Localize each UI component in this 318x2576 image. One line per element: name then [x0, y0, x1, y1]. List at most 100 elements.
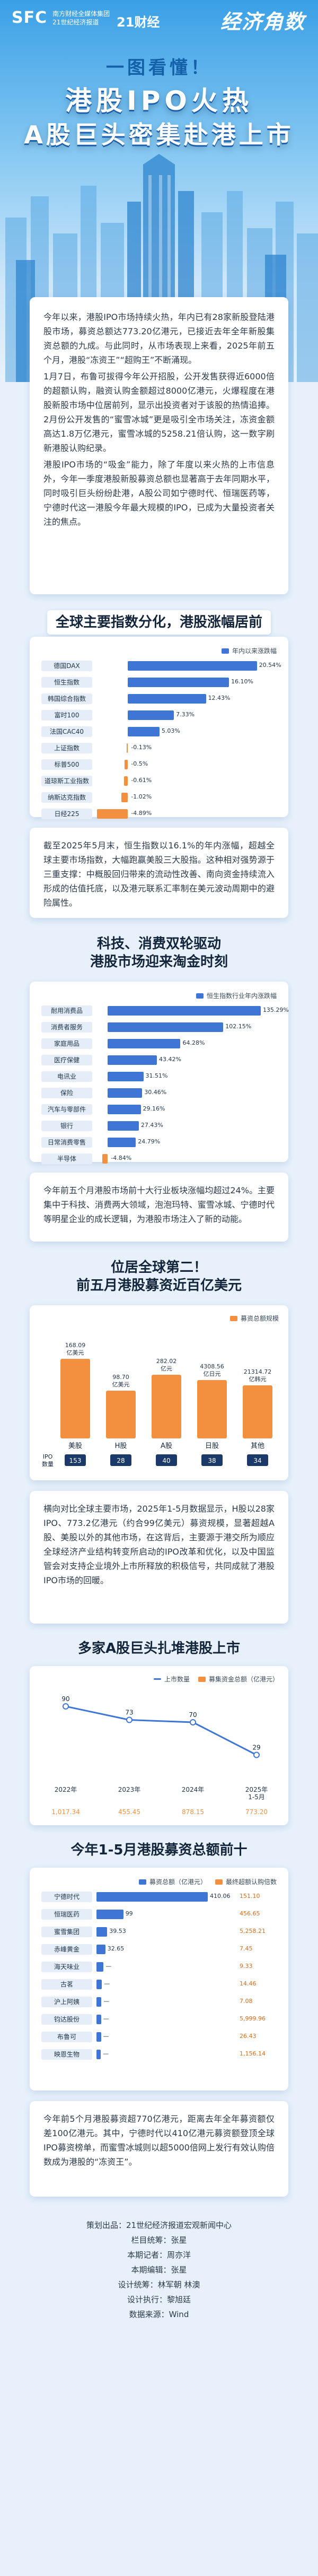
chart2-value-label: 29.16%: [143, 1105, 165, 1112]
chart4-x-label: 2023年: [118, 1786, 141, 1793]
chart1-row: 道琼斯工业指数 -0.61%: [41, 775, 277, 787]
chart3-bar: [243, 1385, 272, 1438]
chart1-row: 日经225 -4.89%: [41, 808, 277, 820]
chart5-amount-bar: [96, 1945, 105, 1954]
chart3-count-value: 38: [208, 1457, 216, 1464]
chart2-bar-area: 43.42%: [96, 1054, 277, 1066]
chart5-oversubscription-label: 9.33: [240, 1963, 253, 1970]
chart1-value-label: -4.89%: [131, 810, 152, 817]
chart2-legend-label: 恒生指数行业年内涨跌幅: [206, 992, 277, 1000]
chart2-value-label: 64.28%: [182, 1039, 205, 1046]
chart5-row: 钧达股份 — 5,999.96: [41, 2013, 277, 2026]
chart2-title-line2: 港股市场迎来淘金时刻: [90, 954, 228, 970]
chart1-row: 富时100 7.33%: [41, 709, 277, 722]
chart1-legend-swatch: [221, 648, 229, 654]
chart3-count-badge: [156, 1454, 177, 1466]
chart2-bar: [102, 1154, 108, 1164]
chart2-row: 耐用消费品 135.29%: [41, 1004, 289, 1017]
chart5-oversubscription-label: 14.46: [240, 1980, 257, 1987]
chart1-bars: 德国DAX 20.54% 恒生指数 16.10% 韩国综合指数 12.43% 富时100 7.…: [41, 660, 281, 820]
chart4-amount-label: 878.15: [182, 1808, 204, 1816]
chart2-bar-area: 135.29%: [96, 1004, 289, 1017]
chart5-bar-area: — 26.43: [96, 2031, 277, 2043]
chart3-title-line2: 前五月港股募资近百亿美元: [76, 1278, 242, 1294]
chart1-card: 年内以来涨跌幅 德国DAX 20.54% 恒生指数 16.10% 韩国综合指数 12.43…: [30, 637, 288, 820]
chart5-oversubscription-label: 7.08: [240, 1998, 253, 2005]
chart2-bar: [108, 1138, 136, 1147]
chart4-count-point: [253, 1751, 260, 1758]
chart5-company-label: 赤峰黄金: [41, 1944, 92, 1955]
chart5-oversubscription-label: 7.45: [240, 1945, 253, 1952]
chart1-category-label: 日经225: [41, 809, 92, 819]
chart5-amount-bar: [96, 1962, 104, 1972]
chart2-value-label: 31.51%: [145, 1072, 168, 1079]
chart5-amount-label: —: [105, 1963, 112, 1970]
chart2-title-line1: 科技、消费双轮驱动: [96, 936, 221, 952]
chart1-legend-label: 年内以来涨跌幅: [232, 647, 277, 655]
chart5-amount-bar: [96, 1927, 108, 1937]
chart3-count-value: 34: [253, 1457, 261, 1464]
chart4-x-label: 1-5月: [248, 1793, 265, 1801]
chart1-row: 标普500 -0.5%: [41, 758, 277, 771]
chart3-category-label: A股: [161, 1442, 172, 1450]
note2-paragraph: 今年前五个月港股市场前十大行业板块涨幅均超过24%。主要集中于科技、消费两大领域…: [43, 1185, 275, 1224]
chart4-plot: 90 2022年 1,017.34 73 2023年 455.45 70 2024年 878.1…: [51, 1695, 268, 1816]
logo-line1: 南方财经全媒体集团: [52, 10, 110, 18]
chart5-amount-bar: [96, 1997, 102, 2007]
chart5-card: 募资总额（亿港元） 最终超额认购倍数 宁德时代 410.06 151.10 恒瑞医药 9…: [30, 1868, 288, 2091]
chart3-legend-swatch: [229, 1315, 237, 1321]
chart2-category-label: 日常消费零售: [41, 1137, 92, 1148]
chart3-bar: [60, 1359, 90, 1438]
chart4-amount-label: 1,017.34: [51, 1808, 80, 1816]
chart2-category-label: 银行: [41, 1121, 92, 1131]
chart5-title: 今年1-5月港股募资总额前十: [0, 1841, 318, 1859]
chart3-value-label: 亿元: [161, 1365, 172, 1372]
chart4-title: 多家A股巨头扎堆港股上市: [0, 1640, 318, 1658]
chart5-amount-bar: [96, 1910, 123, 1919]
chart5-legend-swatch-times: [215, 1879, 223, 1885]
chart3-bar: [197, 1380, 227, 1438]
chart3-legend: 募资总额规模: [39, 1314, 279, 1323]
chart2-row: 医疗保健 43.42%: [41, 1054, 277, 1066]
chart4-x-label: 2024年: [182, 1786, 205, 1793]
chart5-row: 布鲁可 — 26.43: [41, 2031, 277, 2043]
chart3-value-label: 4308.56: [200, 1363, 224, 1370]
chart1-bar-area: 5.03%: [96, 725, 277, 738]
chart5-company-label: 海天味业: [41, 1962, 92, 1972]
chart4-x-label: 2022年: [55, 1786, 77, 1793]
chart2-row: 日常消费零售 24.79%: [41, 1136, 277, 1149]
credit-planning: 策划出品：21世纪经济报道宏观新闻中心: [86, 2221, 232, 2230]
chart1-bar-area: -1.02%: [96, 791, 277, 804]
chart2-bar-area: 31.51%: [96, 1070, 277, 1083]
note1-card: 截至2025年5月末，恒生指数以16.1%的年内涨幅，超越全球主要市场指数，大幅…: [30, 828, 288, 918]
chart5-oversubscription-label: 5,999.96: [240, 2015, 266, 2022]
chart5-bar-area: — 14.46: [96, 1978, 277, 1991]
chart3-category-label: H股: [115, 1442, 127, 1450]
chart5-amount-bar: [96, 2015, 101, 2024]
note2-card: 今年前五个月港股市场前十大行业板块涨幅均超过24%。主要集中于科技、消费两大领域…: [30, 1173, 288, 1242]
chart5-company-label: 宁德时代: [41, 1892, 92, 1902]
chart5-bar-area: 32.65 7.45: [96, 1943, 277, 1956]
chart4-legend-swatch-count: [153, 1678, 161, 1680]
chart2-bar: [108, 1022, 224, 1032]
chart5-company-label: 古茗: [41, 1979, 92, 1990]
chart4-count-label: 90: [61, 1695, 69, 1703]
logo-line2: 21世纪经济报道: [52, 18, 99, 26]
chart5-bar-area: 99 456.65: [96, 1908, 277, 1921]
chart3-value-label: 168.09: [65, 1342, 86, 1349]
chart1-bar-area: -0.5%: [96, 758, 277, 771]
chart5-amount-label: 39.53: [109, 1928, 126, 1935]
chart5-amount-label: 32.65: [107, 1945, 125, 1952]
chart2-legend: 恒生指数行业年内涨跌幅: [41, 991, 277, 1000]
chart5-amount-label: 410.06: [210, 1893, 231, 1900]
chart2-bar-area: 64.28%: [96, 1037, 277, 1050]
chart4-count-point: [63, 1703, 69, 1710]
chart1-value-label: 7.33%: [176, 711, 195, 718]
chart5-amount-label: 99: [125, 1910, 133, 1917]
chart5-company-label: 沪上阿姨: [41, 1997, 92, 2007]
chart2-bar: [108, 1088, 143, 1098]
chart2-value-label: 30.46%: [144, 1089, 167, 1096]
chart2-legend-swatch: [196, 993, 204, 999]
chart5-amount-bar: [96, 2050, 101, 2059]
